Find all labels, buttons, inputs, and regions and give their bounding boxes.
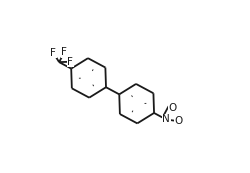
Text: F: F xyxy=(61,47,67,57)
Text: F: F xyxy=(50,48,56,58)
Text: O: O xyxy=(174,116,182,126)
Text: N: N xyxy=(162,115,169,124)
Text: O: O xyxy=(168,103,176,113)
Text: F: F xyxy=(67,57,73,67)
